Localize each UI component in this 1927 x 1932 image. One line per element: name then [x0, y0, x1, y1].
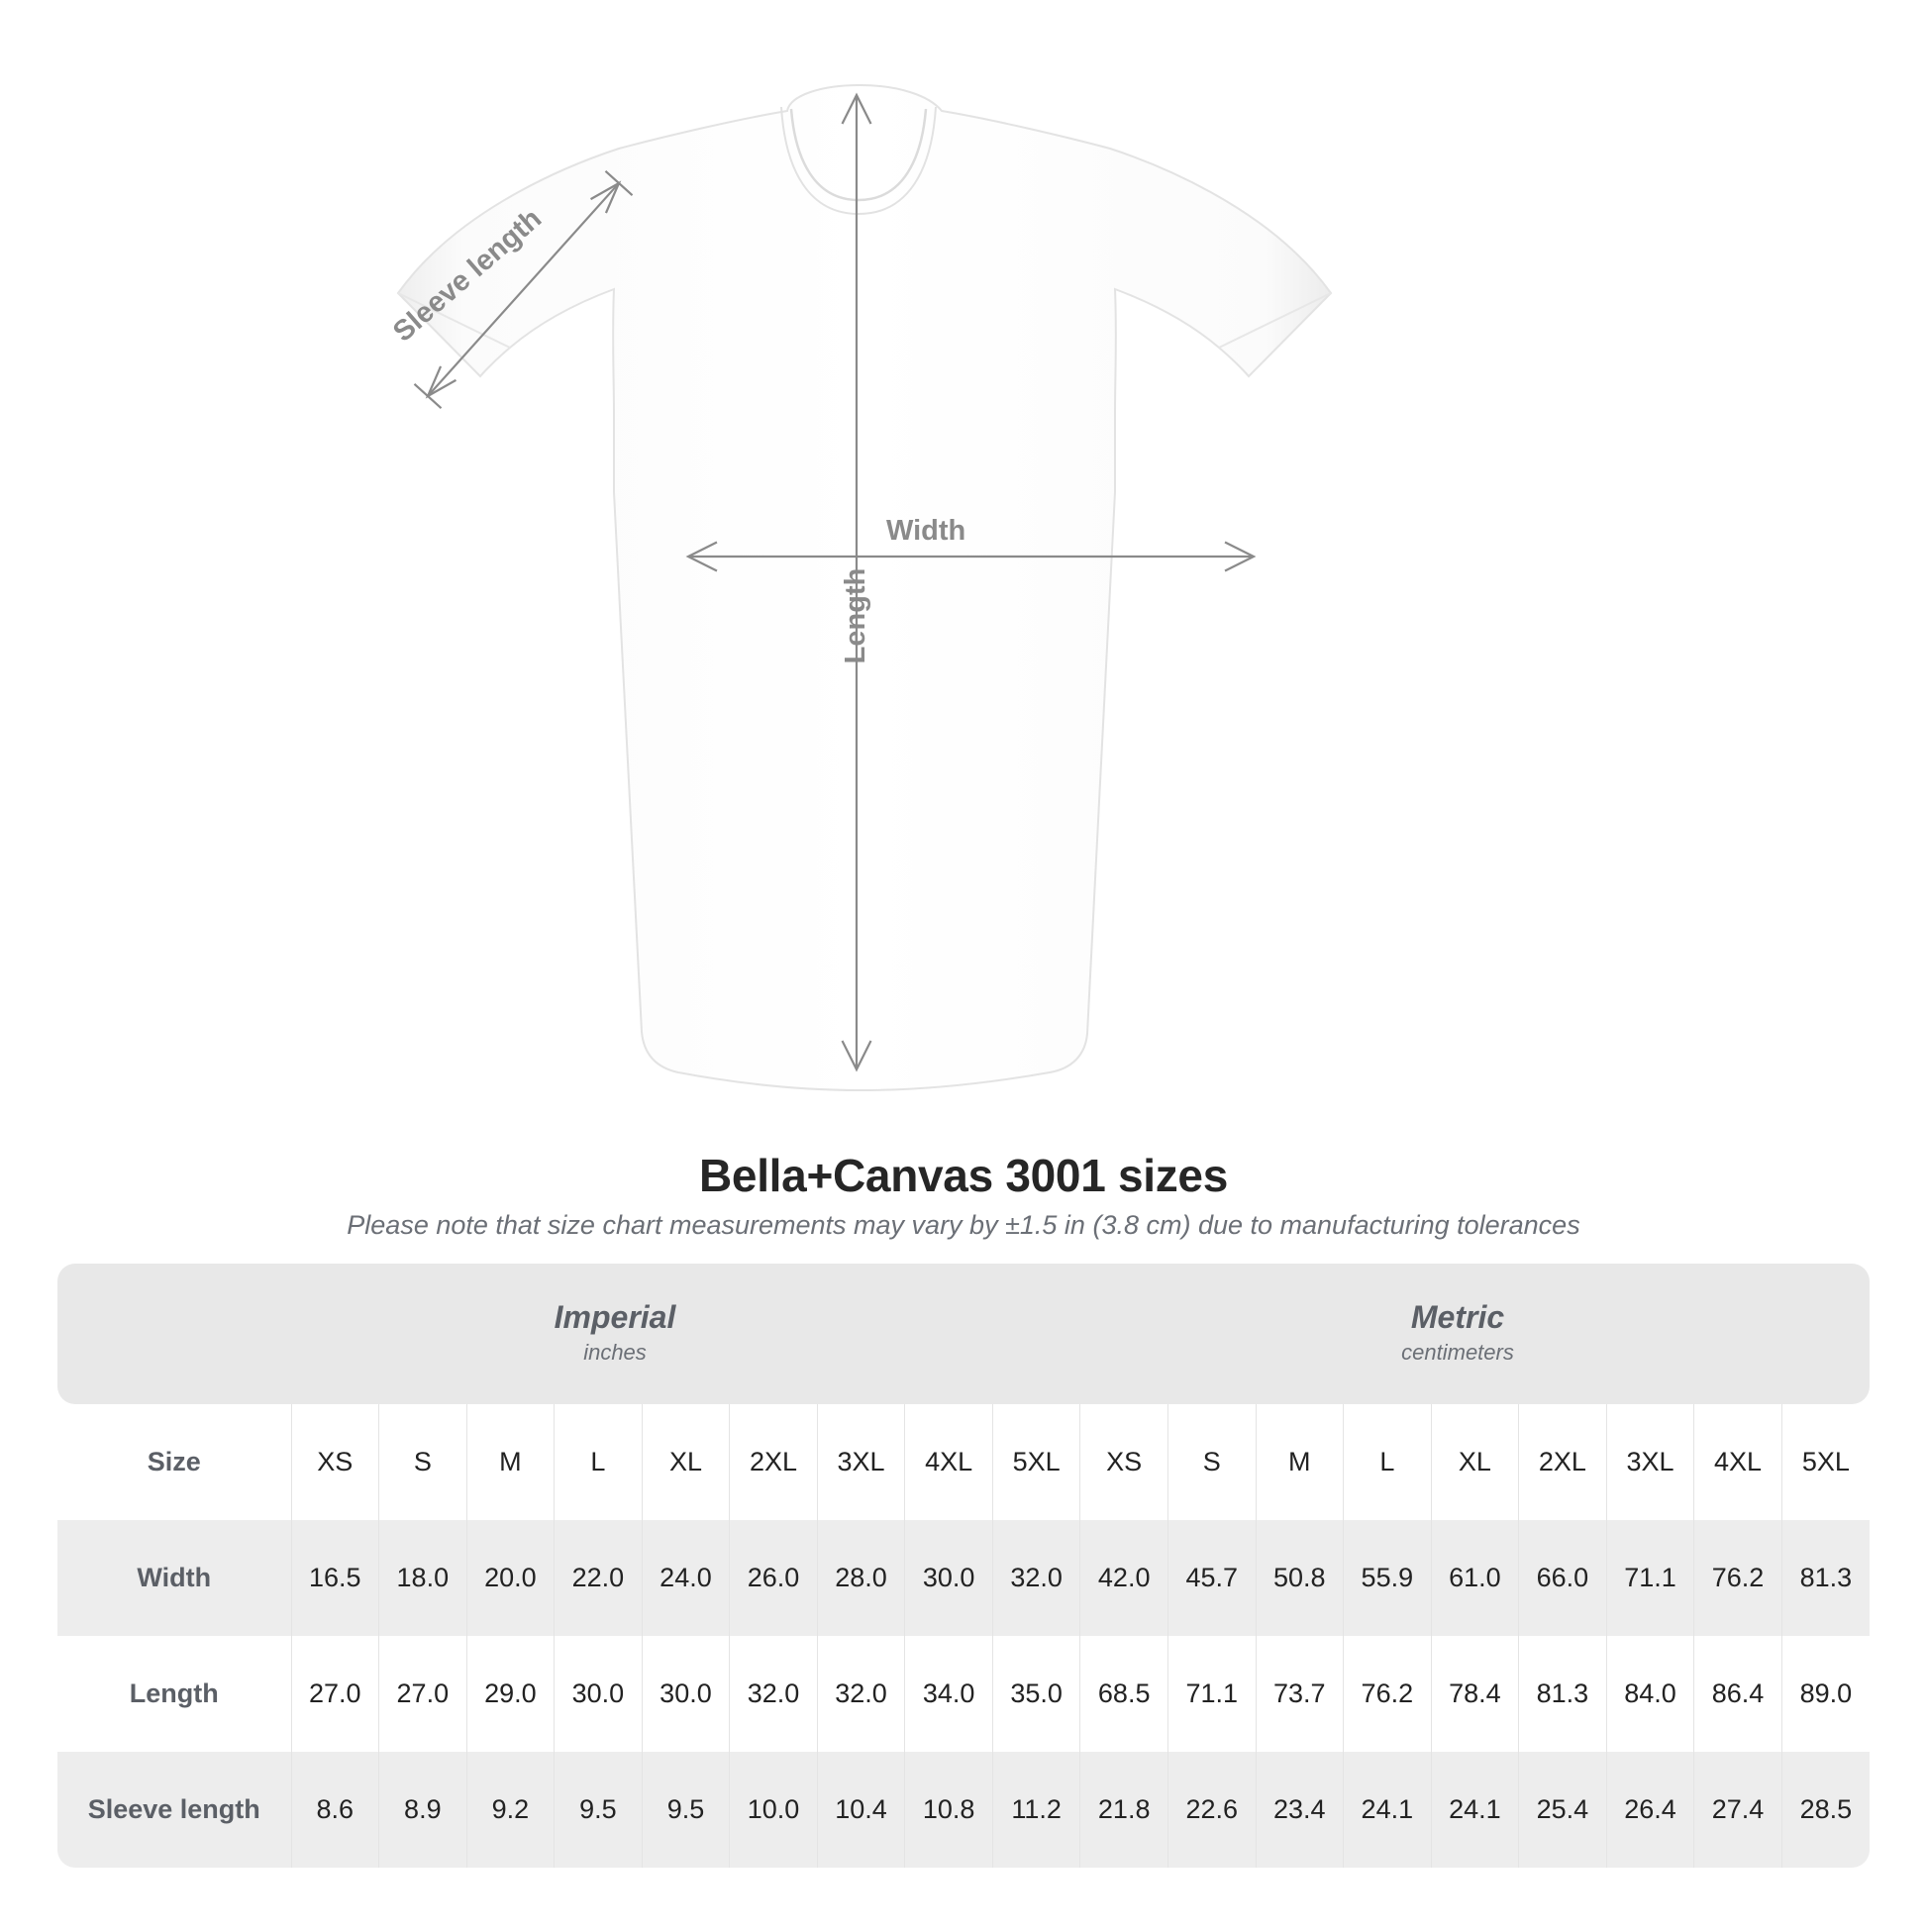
- svg-text:Width: Width: [886, 515, 965, 547]
- svg-text:Length: Length: [840, 568, 871, 664]
